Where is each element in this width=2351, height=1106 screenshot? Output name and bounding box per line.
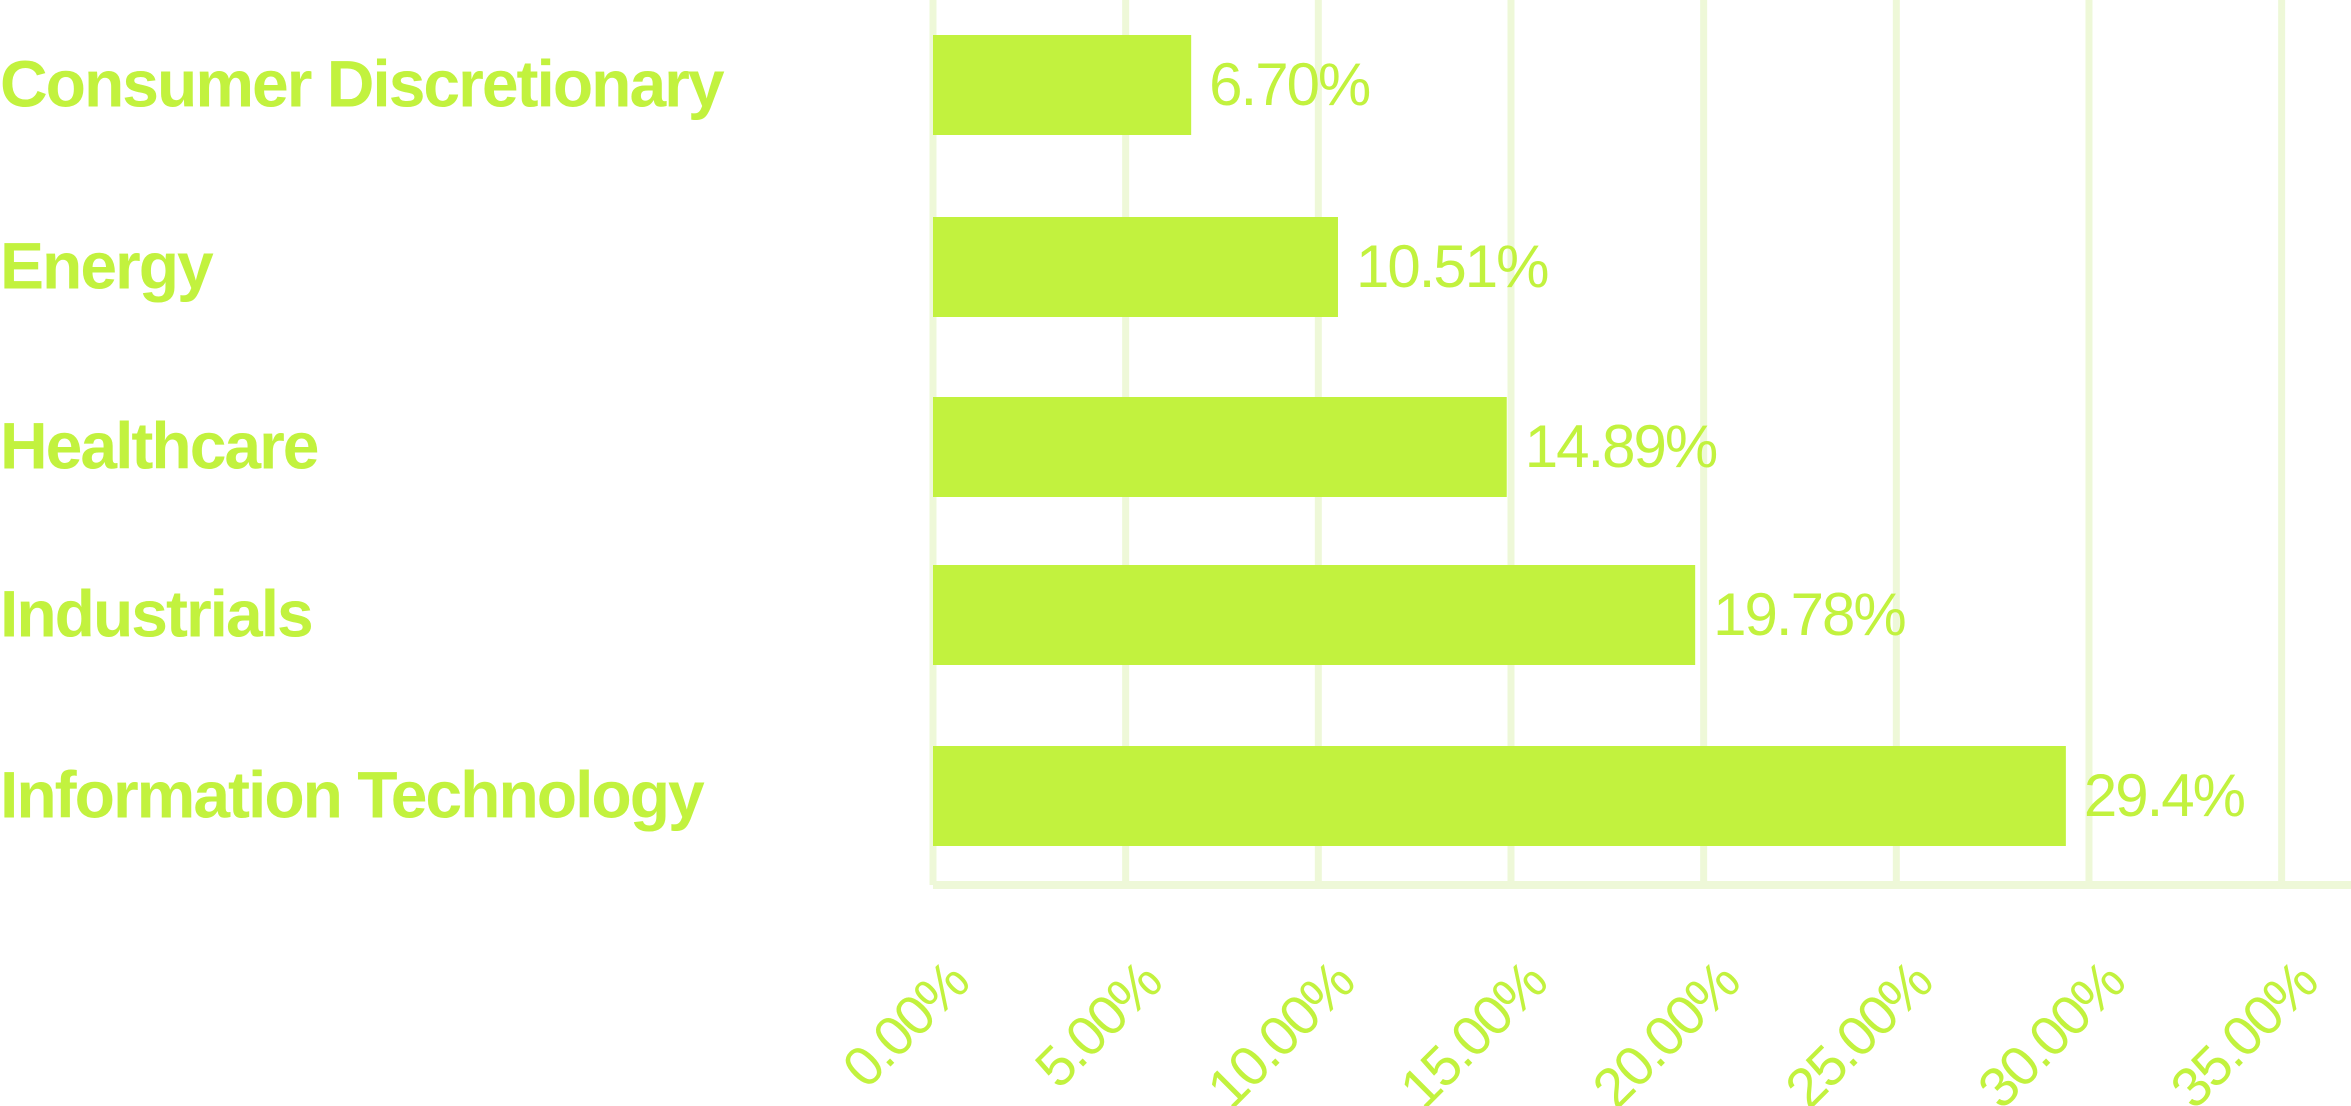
x-tick-label: 15.00%: [1388, 949, 1559, 1106]
x-tick-label: 0.00%: [830, 949, 980, 1099]
x-tick-label: 30.00%: [1966, 949, 2137, 1106]
x-tick-label: 10.00%: [1195, 949, 1366, 1106]
bar: [933, 35, 1192, 135]
category-label: Consumer Discretionary: [0, 46, 725, 120]
x-tick-label: 5.00%: [1023, 949, 1173, 1099]
value-label: 19.78%: [1713, 581, 1905, 648]
value-label: 29.4%: [2084, 762, 2245, 829]
bar: [933, 217, 1338, 317]
category-label: Industrials: [0, 576, 312, 650]
value-label: 14.89%: [1525, 413, 1717, 480]
bar: [933, 746, 2066, 846]
category-label: Information Technology: [0, 757, 705, 831]
bar: [933, 397, 1507, 497]
value-label: 10.51%: [1356, 233, 1548, 300]
category-label: Energy: [0, 228, 214, 302]
x-tick-label: 35.00%: [2158, 949, 2329, 1106]
x-tick-label: 25.00%: [1773, 949, 1944, 1106]
category-label: Healthcare: [0, 408, 318, 482]
x-tick-label: 20.00%: [1580, 949, 1751, 1106]
value-label: 6.70%: [1209, 51, 1370, 118]
bar: [933, 565, 1696, 665]
